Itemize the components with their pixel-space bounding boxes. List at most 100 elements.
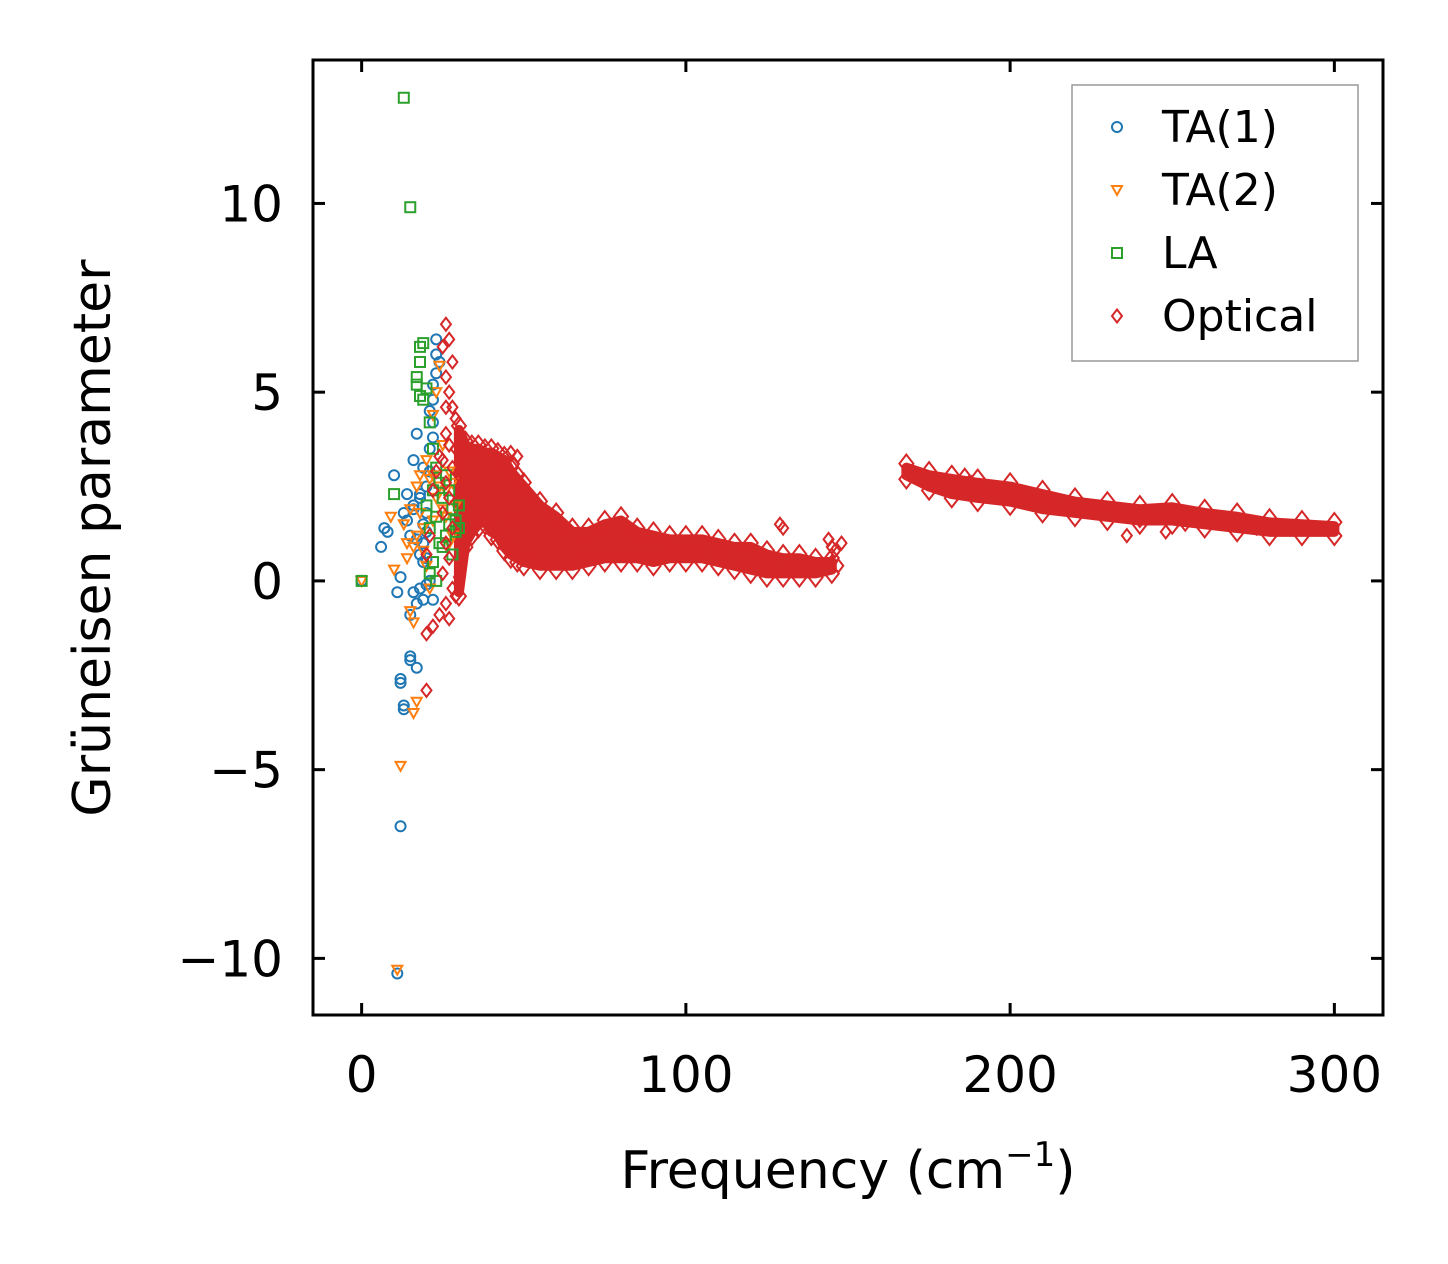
data-point — [404, 654, 417, 667]
data-point — [416, 545, 430, 558]
optical-band-edge-point — [1261, 525, 1278, 547]
data-point — [355, 574, 368, 587]
data-point — [429, 463, 443, 480]
optical-band-edge-point — [476, 437, 494, 460]
x-axis-label-superscript: −1 — [1005, 1135, 1055, 1175]
data-point — [1133, 512, 1147, 529]
data-point — [442, 436, 456, 454]
optical-band-edge-point — [531, 490, 549, 513]
y-axis-label: Grüneisen parameter — [63, 259, 123, 817]
x-tick-label: 0 — [346, 1046, 378, 1104]
series-optical — [420, 316, 1263, 699]
data-point — [393, 760, 408, 773]
optical-band-edge-point — [898, 468, 915, 490]
data-point — [375, 540, 388, 553]
data-point — [446, 459, 459, 476]
scatter-points-layer — [354, 91, 1263, 980]
data-point — [1250, 519, 1263, 537]
x-tick-label: 200 — [962, 1046, 1057, 1104]
data-point — [406, 708, 421, 721]
data-point — [958, 467, 971, 484]
data-point — [776, 519, 790, 537]
data-point — [429, 387, 443, 400]
optical-band-edge-point — [463, 525, 481, 547]
data-point — [449, 587, 462, 605]
series-ta-2- — [354, 360, 463, 977]
data-point — [420, 382, 433, 395]
data-point — [439, 368, 453, 386]
data-point — [394, 571, 407, 584]
optical-band-edge-point — [1099, 509, 1116, 532]
data-point — [1159, 523, 1173, 540]
legend-item-ta-1-: TA(1) — [1111, 102, 1278, 153]
optical-band-edge-point — [515, 555, 533, 577]
data-point — [388, 469, 401, 482]
optical-band-edge-point — [612, 551, 630, 574]
data-point — [835, 535, 848, 552]
axis-ticks: 0 100 200 300 −10 −5 0 5 10 — [177, 60, 1383, 1104]
data-point — [439, 529, 452, 542]
data-point — [1062, 501, 1075, 518]
optical-band-edge-point — [661, 551, 678, 574]
legend-marker — [1111, 121, 1123, 133]
data-point — [426, 482, 440, 499]
optical-band-edge-point — [515, 471, 533, 494]
data-point — [378, 522, 391, 535]
data-point — [423, 567, 436, 580]
data-point — [446, 503, 459, 516]
legend: TA(1) TA(2) LA Optical — [1071, 84, 1359, 362]
optical-band-edge-point — [1001, 494, 1019, 517]
data-point — [420, 546, 433, 563]
optical-band-edge-point — [1293, 525, 1311, 547]
data-point — [397, 519, 411, 532]
optical-band-edge-point — [1163, 513, 1181, 536]
optical-band-edge-point — [742, 532, 759, 554]
optical-band-edge-point — [943, 487, 961, 509]
legend-label: TA(2) — [1161, 165, 1278, 216]
data-point — [452, 499, 465, 512]
data-point — [410, 371, 423, 384]
data-point — [410, 530, 424, 543]
optical-band-edge-point — [1326, 511, 1343, 533]
optical-band-edge-point — [1196, 517, 1213, 540]
data-point — [406, 617, 421, 630]
data-point — [391, 967, 404, 980]
optical-band-edge-point — [693, 524, 711, 547]
data-point — [442, 331, 456, 348]
data-point — [822, 531, 835, 548]
plot-frame — [311, 58, 1385, 1017]
data-point — [442, 384, 456, 401]
data-point — [423, 527, 436, 544]
optical-band-edge-point — [1326, 525, 1343, 547]
optical-band-edge-point — [628, 517, 646, 539]
optical-band-edge-point — [1034, 502, 1051, 524]
optical-band-edge-point — [1228, 521, 1246, 543]
data-point — [449, 440, 462, 457]
optical-band-edge-point — [547, 501, 565, 524]
optical-band-edge-point — [758, 566, 776, 589]
data-point — [439, 425, 453, 442]
optical-band-edge-point — [596, 551, 614, 574]
optical-band-edge-point — [726, 559, 743, 581]
data-point — [439, 595, 453, 612]
y-tick-label: 0 — [251, 553, 283, 611]
data-point — [417, 393, 430, 406]
data-point — [423, 522, 436, 535]
data-point — [439, 399, 453, 416]
optical-band-edge-point — [547, 559, 565, 581]
data-point — [442, 489, 456, 507]
data-point — [452, 467, 466, 484]
data-point — [406, 541, 421, 554]
data-point — [414, 389, 426, 402]
optical-band-edge-point — [898, 452, 915, 475]
data-point — [414, 355, 426, 368]
data-point — [436, 565, 449, 582]
data-point — [439, 535, 453, 552]
optical-band-edge-point — [969, 491, 986, 513]
data-point — [1165, 508, 1179, 525]
y-tick-label: −5 — [209, 742, 283, 800]
x-axis-label: Frequency (cm−1) — [620, 1135, 1075, 1201]
data-point — [430, 461, 443, 474]
optical-band-edge-point — [580, 517, 597, 539]
